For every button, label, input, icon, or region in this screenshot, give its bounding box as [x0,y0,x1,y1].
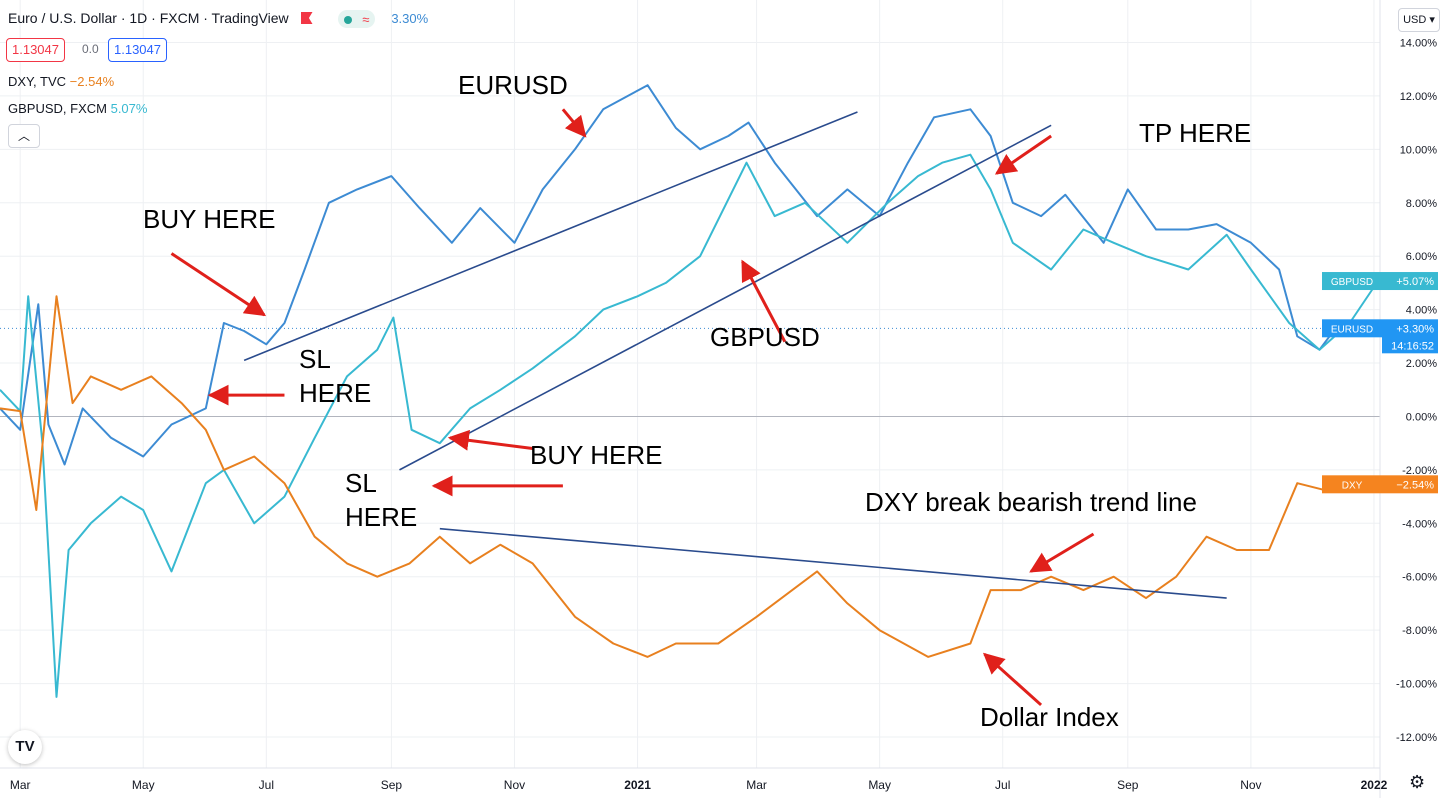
chevron-up-icon: ︿ [17,129,30,143]
annotation-buy-here-1: BUY HERE [143,204,276,234]
market-open-icon [344,16,353,25]
x-tick-label: Jul [995,778,1010,792]
chart-header: Euro / U.S. Dollar · 1D · FXCM · Trading… [8,10,429,29]
annotation-arrow [1029,532,1095,573]
price-tag-eurusd: EURUSD +3.30% 14:16:52 [1322,319,1438,354]
y-tick-label: 2.00% [1406,358,1437,370]
series-line-gbpusd [0,153,1379,698]
legend-value: 5.07% [110,101,148,116]
y-tick-label: 0.00% [1406,411,1437,423]
legend-label: DXY, TVC [8,74,67,89]
annotation-arrow [561,108,587,138]
price-tag-value: +5.07% [1396,276,1434,288]
x-tick-label: Nov [504,778,525,792]
x-tick-label: Jul [259,778,274,792]
currency-select[interactable]: USD ▾ [1398,8,1440,32]
price-tag-value-bg [1382,319,1438,354]
x-tick-label: May [132,778,155,792]
series-line-dxy [0,295,1373,658]
price-tag-label-bg [1322,319,1382,338]
annotation-tp-here: TP HERE [1139,118,1252,148]
annotation-arrow [994,134,1052,175]
x-tick-label: Nov [1240,778,1261,792]
annotation-arrow [741,259,787,343]
annotation-gbpusd: GBPUSD [710,322,820,352]
annotation-arrow [447,429,533,451]
annotation-dollar-index: Dollar Index [980,702,1119,732]
price-tag-dxy: DXY −2.54% [1322,475,1438,494]
x-tick-label: Sep [381,778,403,792]
annotation-arrow [170,252,267,317]
y-tick-label: -12.00% [1396,732,1437,744]
buy-price-button[interactable]: 1.13047 [108,38,167,62]
price-tag-gbpusd: GBPUSD +5.07% [1322,272,1438,291]
annotation-buy-here-2: BUY HERE [530,440,663,470]
x-tick-label: May [868,778,891,792]
y-tick-label: 6.00% [1406,251,1437,263]
annotation-sl-here-2: SL HERE [345,468,418,532]
tradingview-logo-icon[interactable]: TV [8,730,42,764]
x-tick-label: Mar [746,778,767,792]
collapse-legend-button[interactable]: ︿ [8,124,40,148]
x-tick-label: Mar [10,778,31,792]
legend-item-gbpusd[interactable]: GBPUSD, FXCM 5.07% [8,101,147,116]
y-tick-label: 8.00% [1406,198,1437,210]
symbol-title[interactable]: Euro / U.S. Dollar · 1D · FXCM · Trading… [8,10,289,26]
annotation-sl-here-1: SL HERE [299,344,372,408]
price-tag-label: DXY [1342,480,1363,491]
y-tick-label: 10.00% [1400,144,1438,156]
price-tag-value: +3.30% [1396,323,1434,335]
trend-line [439,527,1227,599]
trend-line [399,124,1052,471]
y-tick-label: -8.00% [1402,625,1437,637]
price-tag-countdown: 14:16:52 [1391,340,1434,352]
y-tick-label: 4.00% [1406,305,1437,317]
x-tick-label: 2022 [1361,778,1388,792]
price-tag-value: −2.54% [1396,479,1434,491]
spread-value: 0.0 [82,42,99,56]
y-tick-label: -4.00% [1402,518,1437,530]
x-tick-label: Sep [1117,778,1139,792]
x-tick-label: 2021 [624,778,651,792]
change-percent: 3.30% [391,11,429,26]
price-tag-label: GBPUSD [1331,277,1373,288]
price-tag-value-bg [1382,272,1438,291]
y-tick-label: 14.00% [1400,38,1438,50]
legend-label: GBPUSD, FXCM [8,101,107,116]
price-tag-value-bg [1382,475,1438,494]
sell-price-button[interactable]: 1.13047 [6,38,65,62]
flag-icon[interactable] [300,12,313,24]
legend-item-dxy[interactable]: DXY, TVC −2.54% [8,74,114,89]
series-line-eurusd [0,84,1373,466]
y-tick-label: 12.00% [1400,91,1438,103]
approx-icon: ≈ [362,12,370,28]
legend-value: −2.54% [69,74,115,89]
y-tick-label: -6.00% [1402,572,1437,584]
chevron-down-icon: ▾ [1429,14,1435,26]
price-tag-label-bg [1322,272,1382,291]
annotation-dxy-break: DXY break bearish trend line [865,487,1197,517]
gear-icon[interactable]: ⚙ [1409,772,1426,792]
currency-label: USD [1403,14,1427,26]
trend-line [243,111,858,362]
y-tick-label: -10.00% [1396,679,1437,691]
y-tick-label: -2.00% [1402,465,1437,477]
status-pill[interactable]: ≈ [338,10,376,29]
annotation-eurusd: EURUSD [458,70,568,100]
price-tag-label: EURUSD [1331,324,1373,335]
annotation-arrow [982,652,1043,707]
price-tag-label-bg [1322,475,1382,494]
